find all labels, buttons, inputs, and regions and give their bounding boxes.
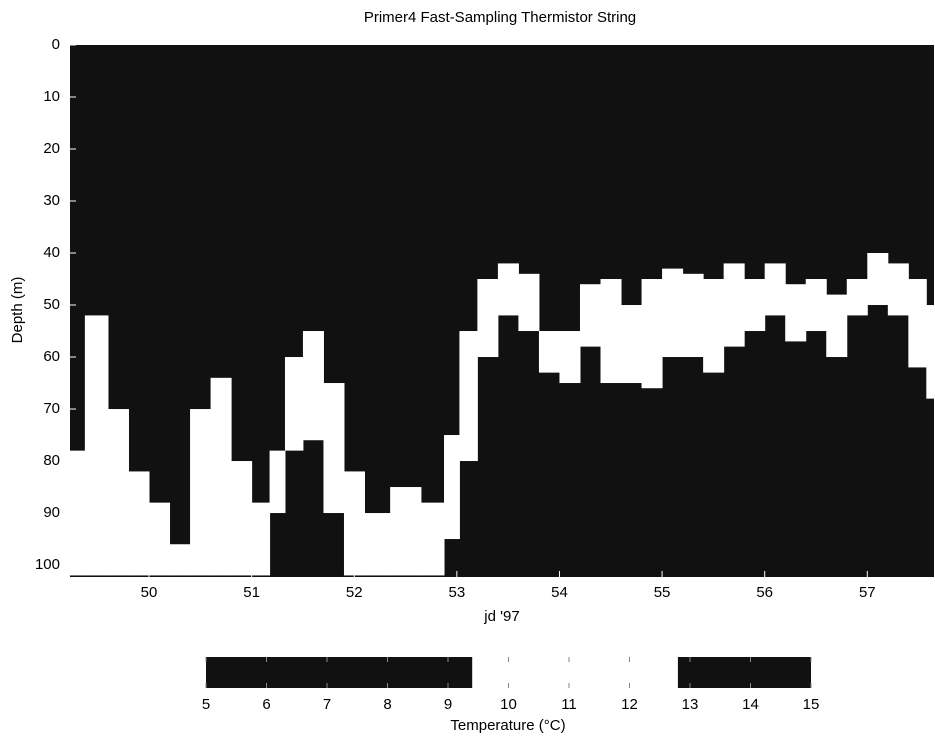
warm-layer [70,450,86,576]
warm-layer [785,284,807,342]
warm-layer [284,357,304,451]
y-tick-label: 70 [43,400,60,417]
warm-layer [302,331,324,441]
x-axis-label: jd '97 [483,608,519,625]
x-tick-label: 55 [654,584,671,601]
x-tick-label: 51 [243,584,260,601]
warm-layer [559,331,581,384]
warm-layer [579,284,602,347]
warm-layer [518,273,540,332]
x-tick-label: 50 [141,584,158,601]
warm-layer [867,253,889,306]
colorbar-warm-range [472,657,678,688]
warm-layer [149,502,171,576]
warm-layer [323,383,345,514]
colorbar-tick-label: 9 [444,696,452,713]
warm-layer [703,279,725,373]
warm-layer [169,544,191,576]
warm-layer [128,471,150,576]
warm-layer [477,279,499,358]
colorbar-tick-label: 15 [803,696,820,713]
warm-layer [444,435,460,540]
warm-layer [343,471,365,576]
warm-layer [621,305,643,384]
y-tick-label: 100 [35,556,60,573]
warm-layer [210,377,232,576]
warm-layer [682,273,704,358]
colorbar-tick-label: 11 [561,696,577,713]
warm-layer [459,331,478,462]
warm-layer [269,450,286,514]
colorbar-tick-label: 13 [682,696,699,713]
warm-layer [926,305,935,399]
warm-layer [723,263,745,347]
x-tick-label: 57 [859,584,876,601]
warm-layer [538,331,560,373]
colorbar-tick-label: 8 [383,696,391,713]
y-tick-label: 60 [43,348,60,365]
colorbar-tick-label: 10 [500,696,517,713]
warm-layer [662,268,684,358]
x-tick-label: 52 [346,584,363,601]
y-tick-label: 50 [43,296,60,313]
y-tick-label: 40 [43,244,60,261]
warm-layer [364,513,391,576]
warm-layer [826,294,848,358]
warm-layer [600,279,622,384]
warm-layer [84,315,109,576]
y-tick-label: 0 [52,36,60,53]
y-tick-label: 80 [43,452,60,469]
warm-layer [390,487,422,576]
colorbar-tick-label: 5 [202,696,210,713]
warm-layer [190,409,212,576]
warm-layer [805,279,827,332]
colorbar-tick-label: 14 [742,696,759,713]
colorbar-tick-label: 12 [621,696,638,713]
warm-layer [846,279,868,316]
y-tick-label: 30 [43,192,60,209]
y-tick-label: 20 [43,140,60,157]
x-tick-label: 53 [449,584,466,601]
warm-layer [497,263,519,316]
warm-layer [251,502,271,576]
x-tick-label: 54 [551,584,568,601]
warm-layer [908,279,927,368]
warm-layer [107,409,129,576]
chart-title: Primer4 Fast-Sampling Thermistor String [364,9,636,26]
x-tick-label: 56 [756,584,773,601]
y-tick-label: 10 [43,88,60,105]
colorbar-label: Temperature (°C) [450,717,565,734]
y-tick-label: 90 [43,504,60,521]
warm-layer [764,263,786,316]
colorbar-tick-label: 6 [262,696,270,713]
warm-layer [641,279,663,389]
warm-layer [231,461,253,576]
colorbar-tick-label: 7 [323,696,331,713]
y-axis-label: Depth (m) [9,277,26,344]
warm-layer [744,279,766,332]
warm-layer [420,502,445,576]
warm-layer [887,263,909,316]
